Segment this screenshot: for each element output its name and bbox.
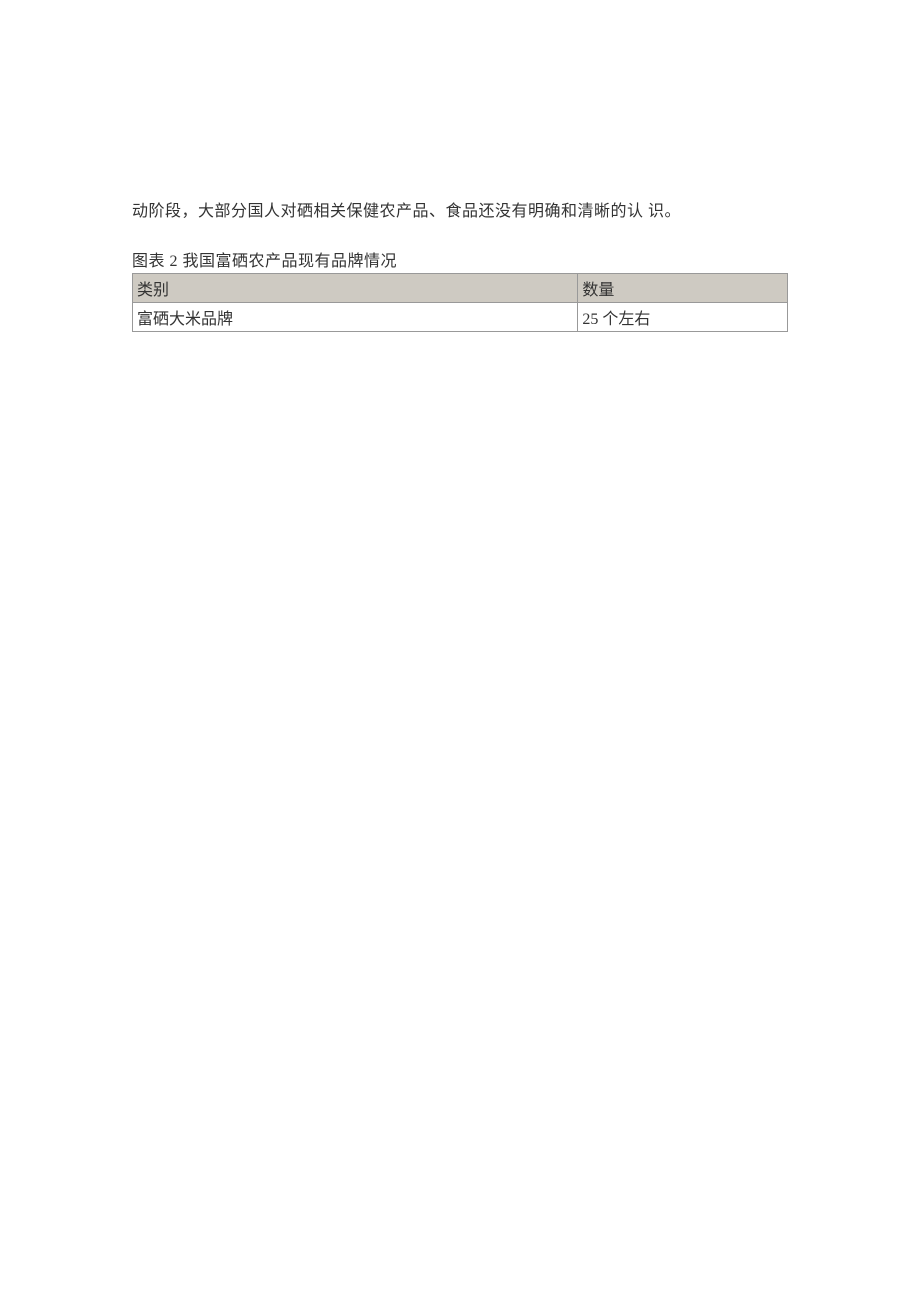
table-cell-category: 富硒大米品牌 — [133, 302, 578, 331]
table-header-quantity: 数量 — [578, 273, 788, 302]
table-header-row: 类别 数量 — [133, 273, 788, 302]
table-caption: 图表 2 我国富硒农产品现有品牌情况 — [132, 247, 788, 271]
brand-table: 类别 数量 富硒大米品牌 25 个左右 — [132, 273, 788, 332]
body-paragraph: 动阶段，大部分国人对硒相关保健农产品、食品还没有明确和清晰的认 识。 — [132, 198, 788, 227]
table-row: 富硒大米品牌 25 个左右 — [133, 302, 788, 331]
table-header-category: 类别 — [133, 273, 578, 302]
table-cell-quantity: 25 个左右 — [578, 302, 788, 331]
